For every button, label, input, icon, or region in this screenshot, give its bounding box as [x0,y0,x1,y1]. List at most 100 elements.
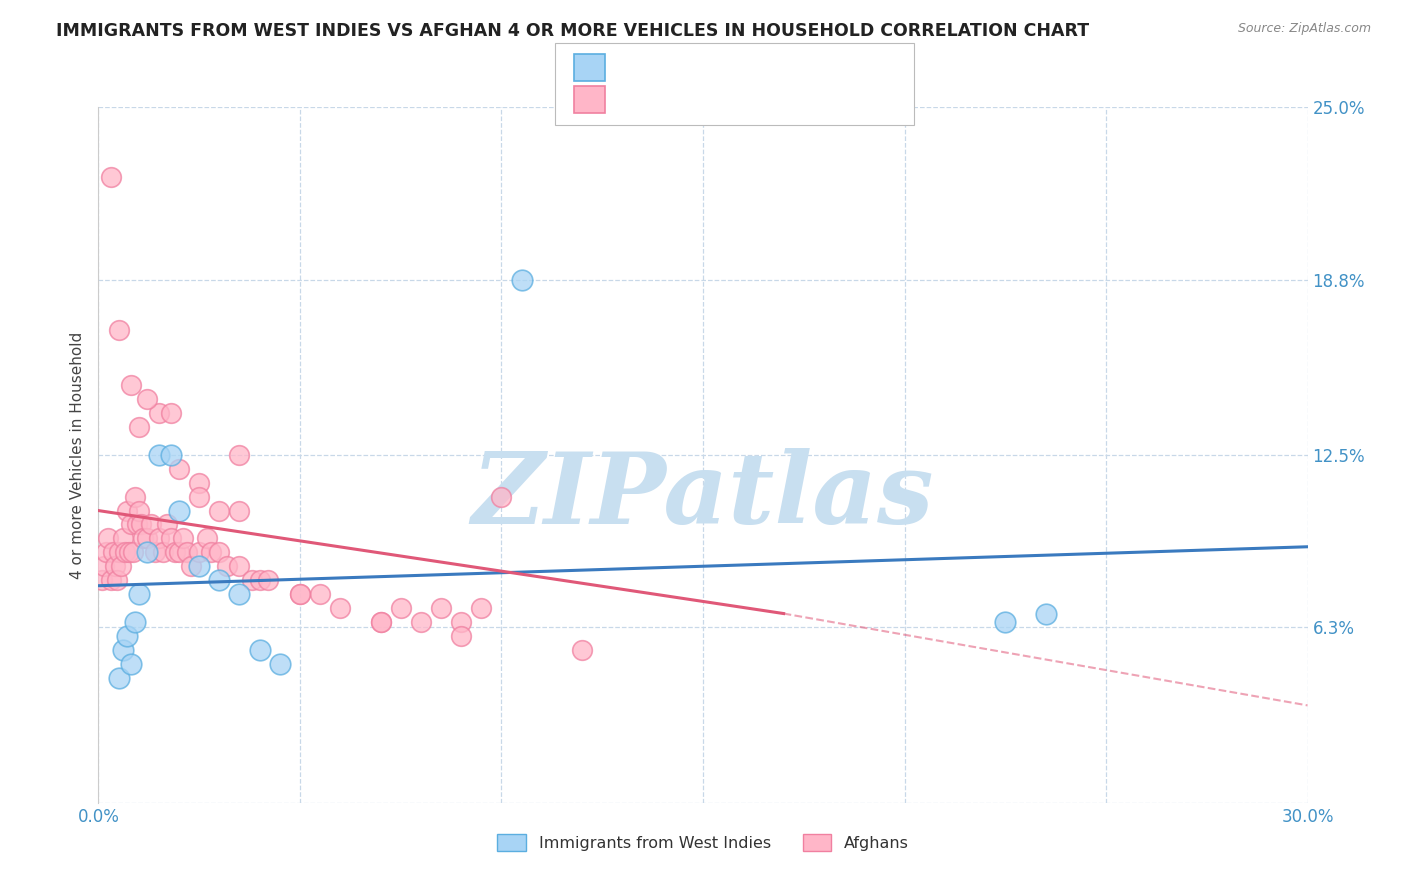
Point [430,601,453,615]
Point [148,448,170,462]
Legend: Immigrants from West Indies, Afghans: Immigrants from West Indies, Afghans [491,828,915,857]
Point [228,559,250,574]
Point [228,587,250,601]
Point [118,545,141,559]
Point [188,475,211,490]
Point [167,462,190,476]
Y-axis label: 4 or more Vehicles in Household: 4 or more Vehicles in Household [70,331,86,579]
Point [269,657,291,671]
Point [132,532,155,546]
Point [188,490,211,504]
Point [135,392,157,407]
Point [152,545,174,559]
Text: N =: N = [721,60,768,75]
Point [143,545,166,559]
Point [188,545,211,559]
Point [370,615,392,629]
Point [107,671,129,685]
Point [208,503,231,517]
Point [120,657,142,671]
Point [135,545,157,559]
Text: ZIPatlas: ZIPatlas [472,449,934,545]
Point [115,503,138,517]
Text: R =: R = [616,95,651,110]
Point [470,601,492,615]
Point [156,517,179,532]
Point [91,573,114,587]
Point [101,545,124,559]
Point [105,573,128,587]
Point [128,503,150,517]
Point [176,545,198,559]
Point [139,517,162,532]
Point [124,490,146,504]
Point [160,448,183,462]
Point [128,420,150,434]
Text: 18: 18 [782,60,804,75]
Point [167,503,190,517]
Point [200,545,222,559]
Point [256,573,278,587]
Text: -0.145: -0.145 [655,95,713,110]
Point [103,559,125,574]
Point [208,545,231,559]
Text: 0.110: 0.110 [655,60,706,75]
Point [135,532,157,546]
Point [114,545,136,559]
Point [329,601,352,615]
Point [148,532,170,546]
Point [249,573,271,587]
Point [288,587,311,601]
Point [309,587,332,601]
Point [163,545,186,559]
Point [180,559,202,574]
Point [111,642,134,657]
Point [510,272,533,286]
Text: Source: ZipAtlas.com: Source: ZipAtlas.com [1237,22,1371,36]
Point [120,517,142,532]
Point [249,642,271,657]
Text: 69: 69 [782,95,804,110]
Point [124,615,146,629]
Text: R =: R = [616,60,651,75]
Point [208,573,231,587]
Text: IMMIGRANTS FROM WEST INDIES VS AFGHAN 4 OR MORE VEHICLES IN HOUSEHOLD CORRELATIO: IMMIGRANTS FROM WEST INDIES VS AFGHAN 4 … [56,22,1090,40]
Point [389,601,412,615]
Point [1035,607,1057,621]
Point [188,559,211,574]
Point [121,545,143,559]
Point [288,587,311,601]
Point [129,517,152,532]
Point [491,490,513,504]
Point [97,532,120,546]
Point [167,545,190,559]
Point [128,587,150,601]
Point [450,615,472,629]
Point [107,323,129,337]
Point [160,406,183,420]
Point [96,545,118,559]
Point [125,517,148,532]
Point [100,573,122,587]
Point [160,532,183,546]
Point [370,615,392,629]
Point [240,573,263,587]
Point [228,503,250,517]
Point [409,615,432,629]
Point [115,629,138,643]
Point [228,448,250,462]
Point [571,642,593,657]
Point [172,532,194,546]
Text: N =: N = [721,95,768,110]
Point [120,378,142,392]
Point [148,406,170,420]
Point [110,559,132,574]
Point [100,169,122,184]
Point [107,545,129,559]
Point [111,532,134,546]
Point [217,559,239,574]
Point [450,629,472,643]
Point [93,559,115,574]
Point [994,615,1017,629]
Point [195,532,218,546]
